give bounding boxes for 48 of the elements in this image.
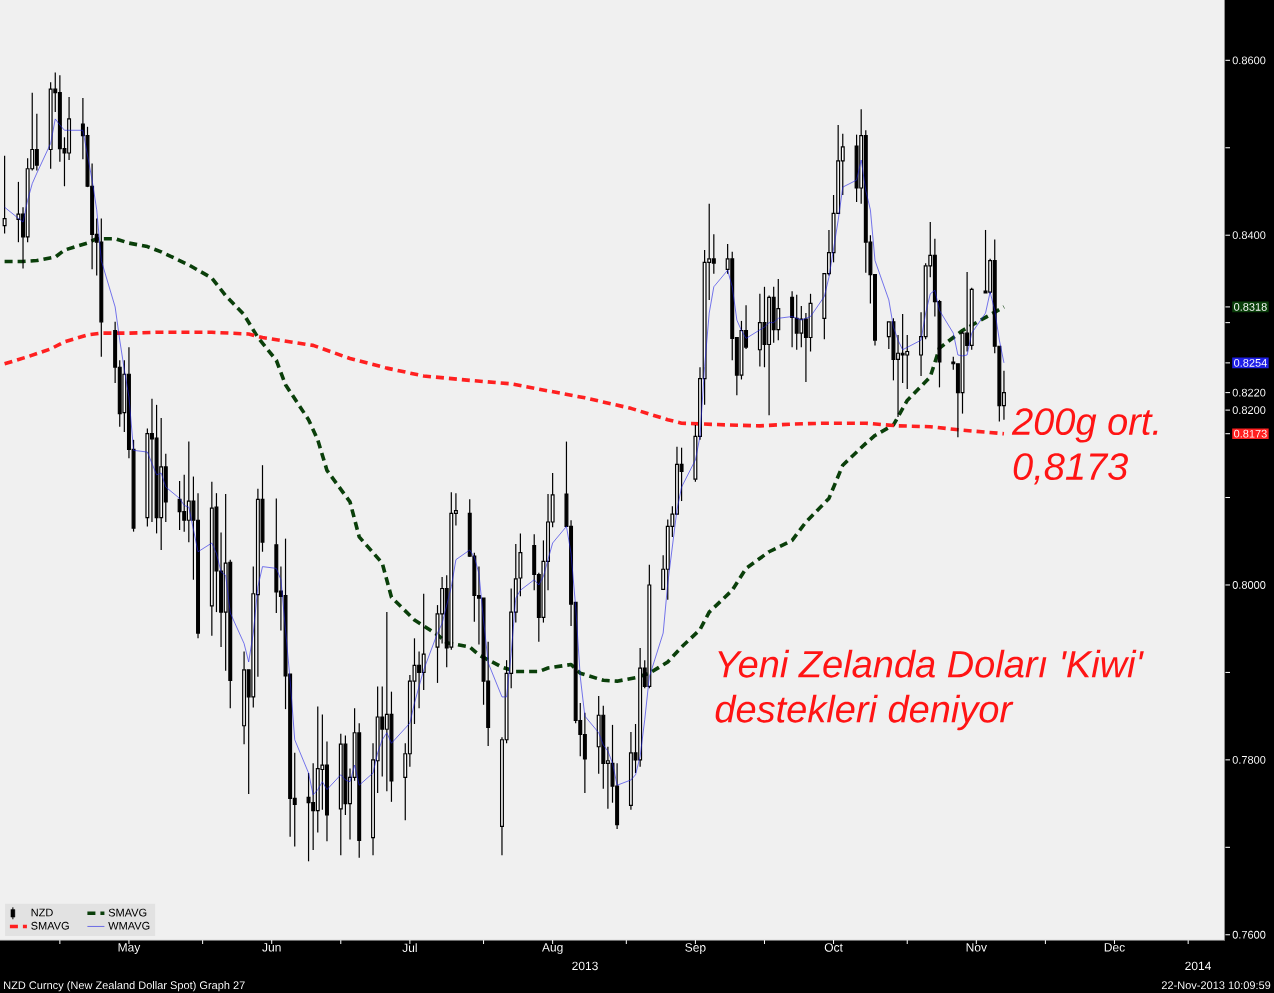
candlestick	[762, 286, 767, 368]
candlestick	[596, 695, 601, 775]
y-tick-label: 0.8173	[1234, 429, 1267, 438]
annotation: 200g ort. 0,8173	[1011, 408, 1158, 485]
legend-label: WMAVG	[108, 921, 150, 930]
y-tick-label: 0.8400	[1232, 231, 1266, 240]
y-tick-label: 0.8318	[1234, 303, 1267, 311]
x-tick-label: Jun	[262, 943, 281, 952]
legend-label: SMAVG	[108, 908, 147, 917]
candlestick	[371, 742, 376, 856]
text: 2013	[572, 961, 598, 971]
candlestick	[99, 218, 104, 358]
candlestick	[384, 611, 389, 792]
x-tick-label: Jul	[402, 943, 417, 953]
annotation: Yeni Zelanda Doları 'Kiwi' destekleri deniyor	[715, 649, 1144, 731]
y-tick-label: 0.8200	[1232, 406, 1266, 414]
candlestick	[315, 705, 320, 834]
text: NZD Curncy (New Zealand Dollar Spot) Graph 27	[4, 981, 245, 992]
y-tick-label: 0.8220	[1232, 388, 1266, 397]
y-tick-label: 0.7600	[1232, 930, 1266, 939]
candlestick	[324, 740, 329, 842]
y-tick-label: 0.8600	[1232, 56, 1266, 65]
text: 2014	[1185, 961, 1212, 971]
legend-label: SMAVG	[31, 921, 69, 930]
candlestick	[790, 290, 795, 348]
candlestick	[311, 762, 316, 851]
x-tick-label: Dec	[1104, 943, 1125, 952]
candlestick	[983, 229, 988, 294]
candlestick	[582, 712, 587, 794]
x-tick-label: Sep	[685, 943, 706, 955]
candlestick	[159, 417, 164, 551]
x-tick-label: Aug	[541, 943, 563, 954]
candlestick	[177, 480, 182, 531]
candlestick	[209, 481, 214, 637]
candlestick	[274, 497, 279, 614]
legend-label: NZD	[31, 908, 53, 917]
candlestick	[389, 691, 394, 803]
text: 22-Nov-2013 10:09:59	[1161, 981, 1271, 990]
candlestick	[380, 685, 385, 778]
y-tick-label: 0.8254	[1234, 358, 1267, 367]
candlestick	[900, 313, 905, 384]
candlestick	[242, 650, 247, 745]
y-tick-label: 0.7800	[1232, 755, 1266, 764]
y-tick-label: 0.8000	[1232, 581, 1266, 589]
x-tick-label: Nov	[966, 943, 987, 952]
x-tick-label: May	[118, 943, 141, 954]
x-tick-label: Oct	[824, 943, 843, 952]
candlestick	[375, 685, 380, 794]
